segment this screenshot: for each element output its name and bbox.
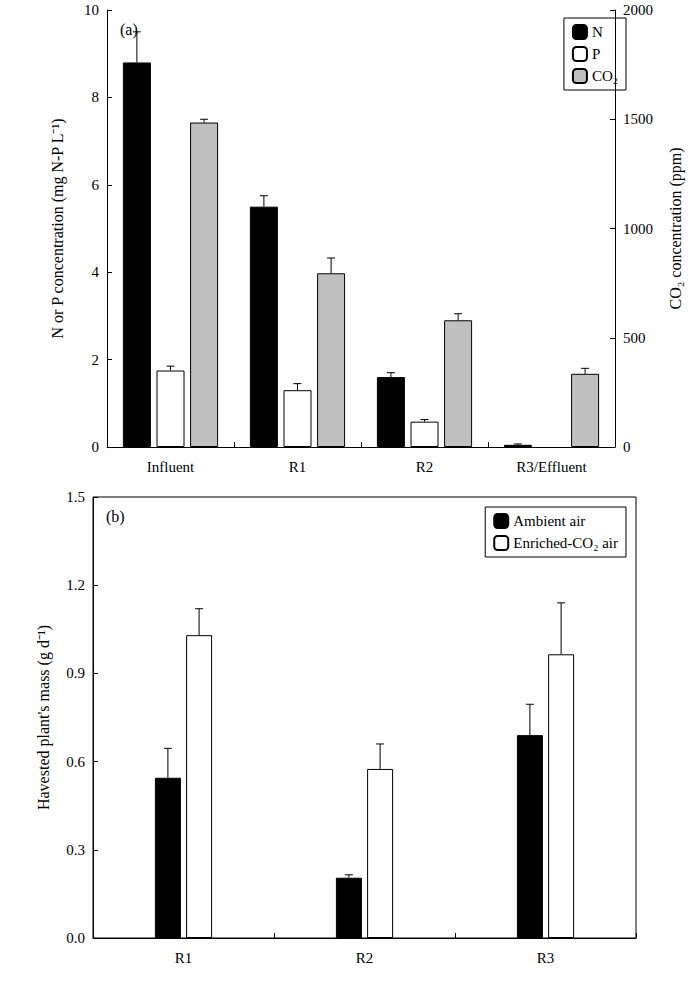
svg-text:1.2: 1.2 (66, 577, 85, 593)
svg-text:Havested plant's mass (g d⁻¹): Havested plant's mass (g d⁻¹) (35, 625, 53, 810)
svg-text:2000: 2000 (623, 2, 653, 18)
svg-text:1500: 1500 (623, 111, 653, 127)
svg-text:(a): (a) (120, 21, 138, 39)
svg-text:Ambient air: Ambient air (513, 513, 585, 529)
svg-text:500: 500 (623, 330, 646, 346)
svg-text:CO₂: CO₂ (592, 68, 618, 84)
svg-text:0.3: 0.3 (66, 842, 85, 858)
svg-text:Enriched-CO₂ air: Enriched-CO₂ air (513, 535, 618, 551)
svg-text:1000: 1000 (623, 221, 653, 237)
svg-text:2: 2 (92, 352, 100, 368)
svg-text:Influent: Influent (147, 459, 195, 475)
svg-text:(b): (b) (106, 508, 125, 526)
svg-text:R3/Effluent: R3/Effluent (516, 459, 587, 475)
svg-text:R2: R2 (416, 459, 434, 475)
svg-text:R1: R1 (175, 950, 193, 966)
svg-text:P: P (592, 46, 600, 62)
svg-text:0.9: 0.9 (66, 665, 85, 681)
svg-text:R3: R3 (537, 950, 555, 966)
svg-text:1.5: 1.5 (66, 489, 85, 505)
svg-text:N or P concentration (mg N-P L: N or P concentration (mg N-P L⁻¹) (49, 118, 67, 338)
svg-text:4: 4 (92, 264, 100, 280)
svg-text:R1: R1 (289, 459, 307, 475)
svg-text:0.6: 0.6 (66, 754, 85, 770)
svg-text:0: 0 (92, 439, 100, 455)
svg-text:R2: R2 (356, 950, 374, 966)
svg-text:N: N (592, 24, 603, 40)
svg-text:0: 0 (623, 439, 631, 455)
svg-text:6: 6 (92, 177, 100, 193)
svg-text:10: 10 (84, 2, 99, 18)
svg-text:CO₂ concentration (ppm): CO₂ concentration (ppm) (667, 148, 685, 310)
svg-text:0.0: 0.0 (66, 930, 85, 946)
svg-text:8: 8 (92, 89, 100, 105)
